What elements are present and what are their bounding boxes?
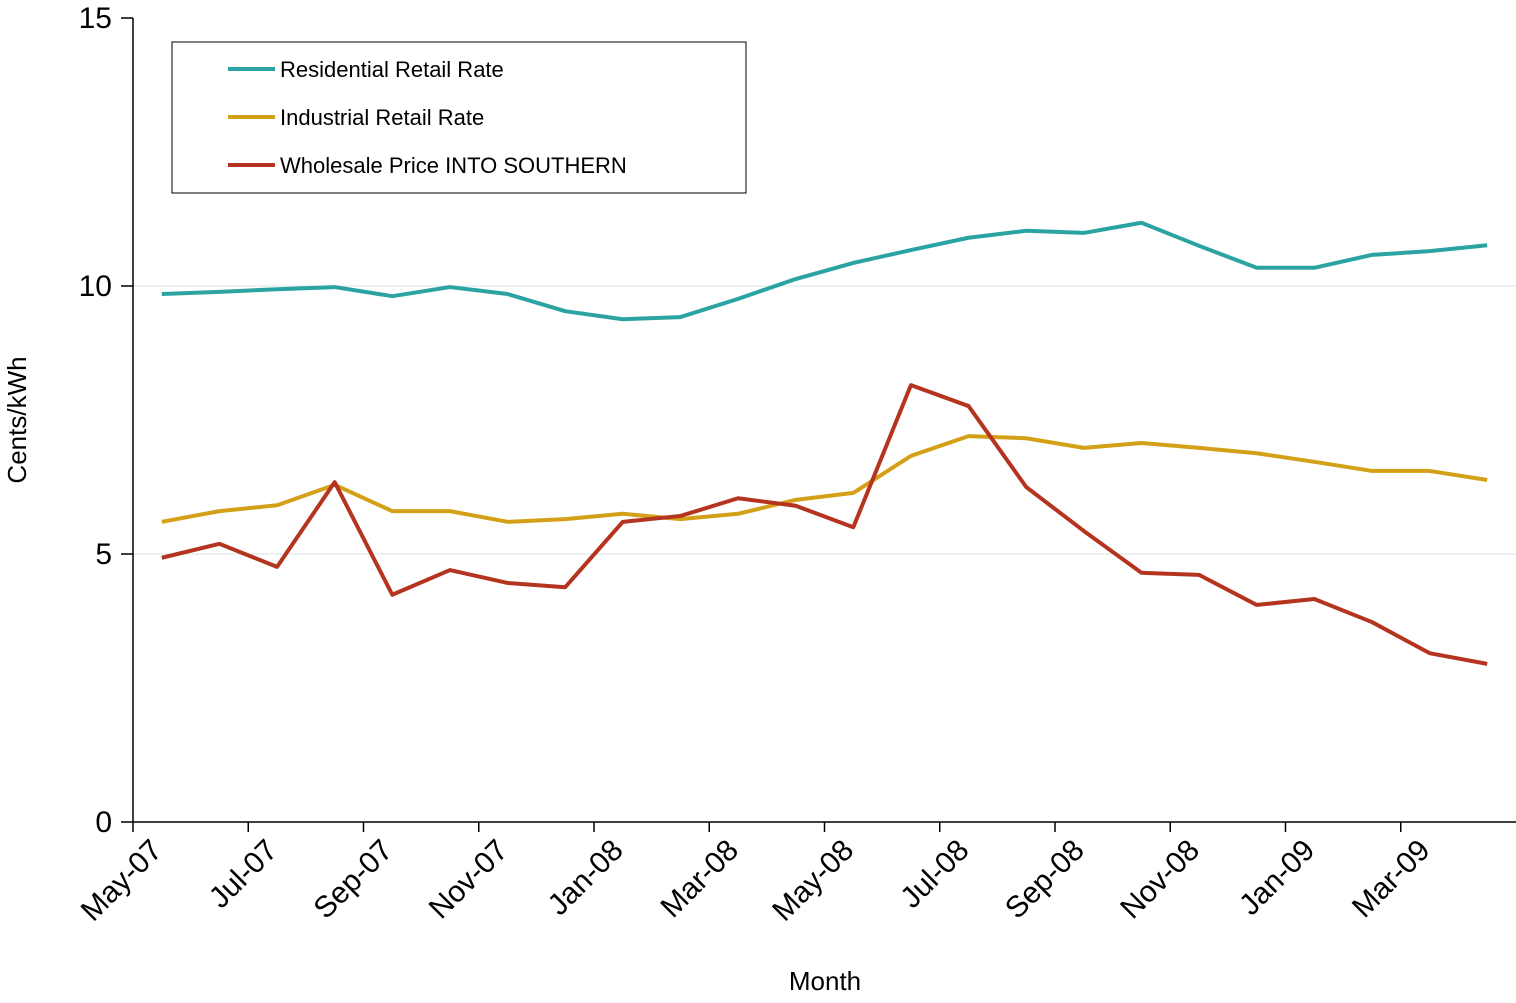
x-axis-label: Month [789, 966, 861, 996]
x-tick-label: Sep-07 [308, 834, 400, 926]
x-tick-label: May-08 [766, 834, 860, 928]
x-tick-label: Sep-08 [999, 834, 1091, 926]
x-tick-label: Jan-09 [1233, 834, 1321, 922]
series-line [161, 434, 1488, 524]
x-tick-label: Jan-08 [542, 834, 630, 922]
y-tick-label: 10 [79, 270, 112, 303]
y-axis-label: Cents/kWh [2, 356, 32, 483]
x-tick-label: Mar-08 [654, 834, 745, 925]
x-tick-label: Jul-08 [894, 834, 975, 915]
legend-label: Industrial Retail Rate [280, 105, 484, 130]
x-tick-label: May-07 [75, 834, 169, 928]
x-tick-label: Mar-09 [1346, 834, 1437, 925]
x-tick-label: Nov-07 [423, 834, 515, 926]
y-tick-label: 15 [79, 2, 112, 35]
series-line [161, 383, 1488, 666]
legend-label: Residential Retail Rate [280, 57, 504, 82]
series-line [161, 220, 1488, 322]
x-tick-label: Nov-08 [1114, 834, 1206, 926]
y-tick-label: 0 [95, 806, 112, 839]
x-tick-label: Jul-07 [203, 834, 284, 915]
legend-label: Wholesale Price INTO SOUTHERN [280, 153, 627, 178]
y-tick-label: 5 [95, 538, 112, 571]
